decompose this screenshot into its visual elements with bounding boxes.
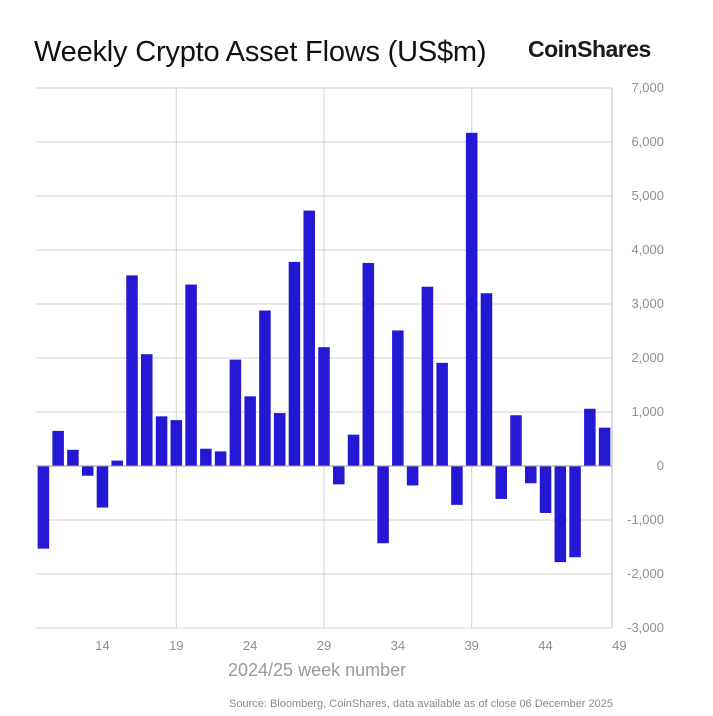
y-tick-label: -1,000 bbox=[627, 512, 664, 527]
y-tick-label: 2,000 bbox=[631, 350, 664, 365]
y-tick-label: 7,000 bbox=[631, 80, 664, 95]
axes bbox=[36, 88, 613, 628]
bar bbox=[495, 466, 507, 499]
x-tick-label: 24 bbox=[243, 638, 257, 653]
bar bbox=[436, 362, 448, 466]
bar bbox=[598, 427, 611, 466]
bar bbox=[170, 420, 183, 466]
bar bbox=[52, 430, 64, 466]
bar bbox=[451, 466, 463, 505]
bar bbox=[465, 132, 478, 466]
y-tick-label: 5,000 bbox=[631, 188, 664, 203]
bar bbox=[569, 466, 581, 558]
bar bbox=[333, 466, 345, 485]
bar bbox=[126, 275, 138, 466]
x-tick-label: 19 bbox=[169, 638, 183, 653]
bar bbox=[525, 466, 537, 484]
coinshares-logo: CoinShares bbox=[528, 36, 651, 62]
bar bbox=[510, 415, 522, 466]
y-tick-label: 6,000 bbox=[631, 134, 664, 149]
bar bbox=[229, 359, 242, 466]
y-tick-label: 4,000 bbox=[631, 242, 664, 257]
y-tick-label: -3,000 bbox=[627, 620, 664, 635]
bar bbox=[288, 261, 301, 466]
y-tick-label: 3,000 bbox=[631, 296, 664, 311]
x-tick-label: 29 bbox=[317, 638, 331, 653]
bar bbox=[406, 466, 419, 486]
bar bbox=[37, 466, 50, 549]
bar bbox=[141, 354, 153, 466]
bar-series bbox=[37, 132, 611, 563]
bar bbox=[362, 262, 375, 466]
y-axis-tick-labels: 7,000 6,000 5,000 4,000 3,000 2,000 1,000 0 -1,0… bbox=[627, 80, 664, 635]
bar bbox=[111, 460, 123, 466]
x-tick-label: 39 bbox=[464, 638, 478, 653]
x-tick-label: 49 bbox=[612, 638, 626, 653]
bar bbox=[480, 293, 493, 466]
x-tick-label: 34 bbox=[391, 638, 405, 653]
bar bbox=[347, 434, 360, 466]
x-tick-label: 14 bbox=[95, 638, 109, 653]
bar bbox=[539, 466, 552, 513]
y-tick-label: 0 bbox=[657, 458, 664, 473]
bar bbox=[96, 466, 109, 508]
bar bbox=[81, 466, 94, 476]
y-tick-label: 1,000 bbox=[631, 404, 664, 419]
bar bbox=[185, 284, 197, 466]
chart-title: Weekly Crypto Asset Flows (US$m) bbox=[34, 36, 487, 68]
x-axis-label: 2024/25 week number bbox=[228, 660, 407, 680]
bar bbox=[421, 286, 434, 466]
bar bbox=[244, 396, 256, 466]
bar bbox=[214, 451, 227, 466]
bar bbox=[303, 210, 315, 466]
x-axis-tick-labels: 14 19 24 29 34 39 44 49 bbox=[95, 638, 626, 653]
source-note: Source: Bloomberg, CoinShares, data avai… bbox=[229, 698, 614, 710]
bar bbox=[200, 448, 212, 466]
bar bbox=[584, 408, 596, 466]
bar bbox=[318, 347, 330, 466]
y-tick-label: -2,000 bbox=[627, 566, 664, 581]
bar bbox=[273, 413, 286, 466]
bar bbox=[392, 330, 404, 466]
bar bbox=[155, 416, 168, 466]
bar bbox=[67, 449, 79, 466]
bar bbox=[259, 310, 271, 466]
x-tick-label: 44 bbox=[538, 638, 552, 653]
bar bbox=[554, 466, 567, 563]
bar bbox=[377, 466, 389, 544]
